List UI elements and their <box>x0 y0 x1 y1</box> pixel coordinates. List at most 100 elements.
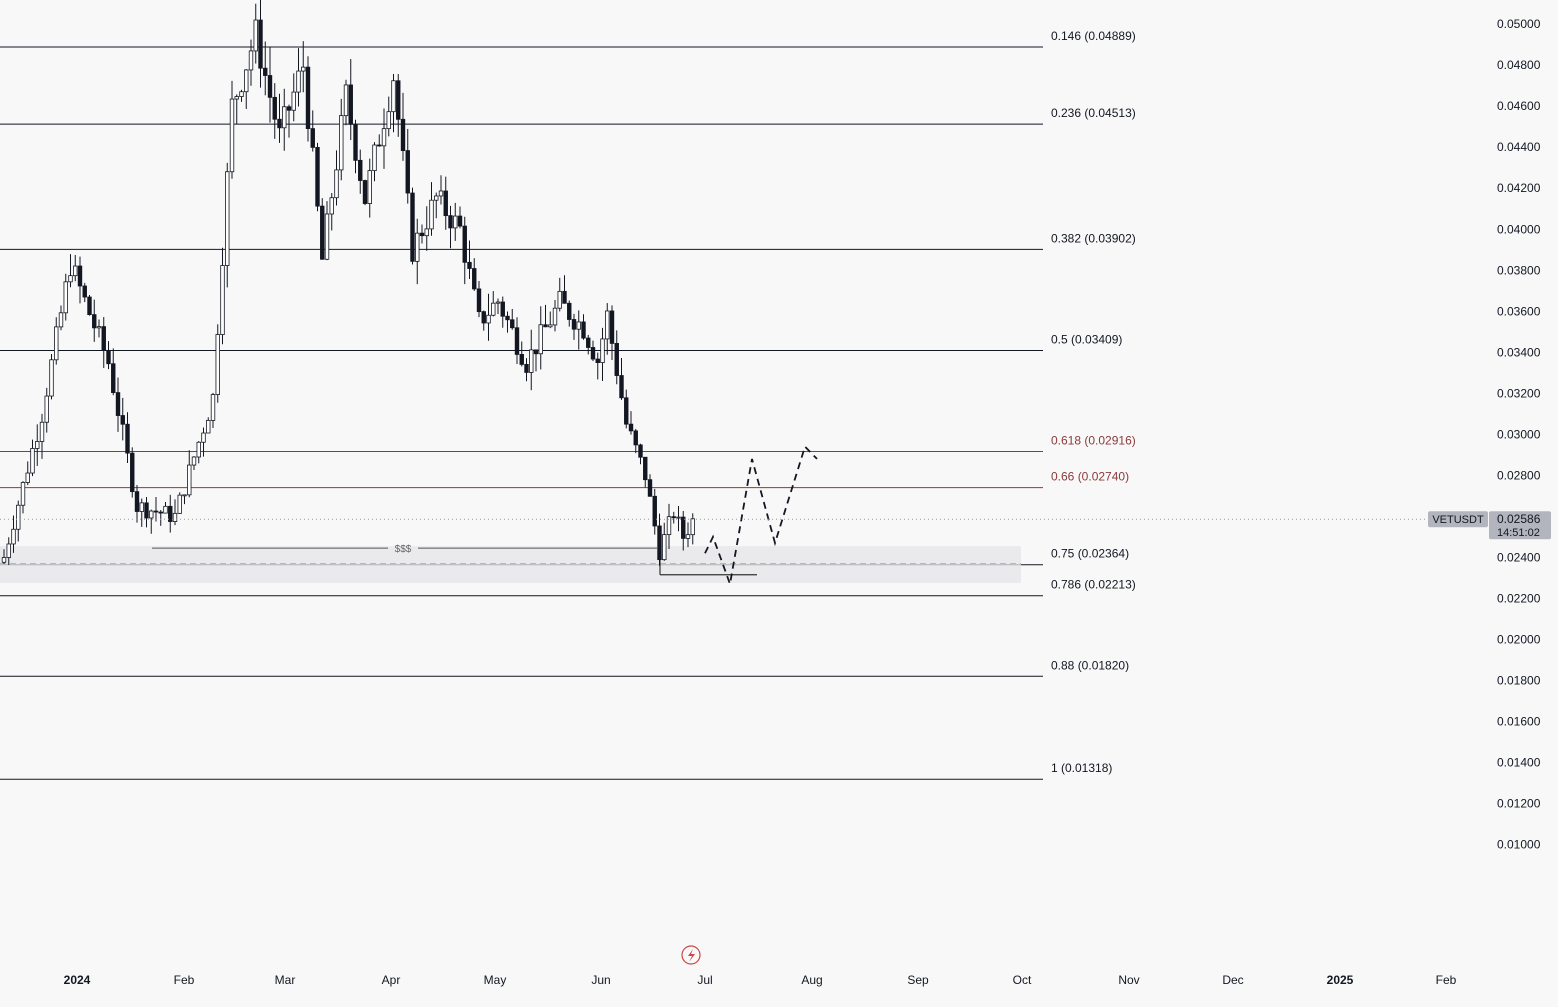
candle-body <box>666 516 672 536</box>
candle-body <box>310 128 315 148</box>
candle-body <box>495 301 501 304</box>
liquidity-zone: $$$ <box>0 544 1021 583</box>
fib-label: 0.5 (0.03409) <box>1051 332 1122 346</box>
candle-body <box>367 170 372 204</box>
y-tick-label: 0.04600 <box>1497 99 1541 113</box>
candle-body <box>6 543 11 558</box>
candle-body <box>500 301 505 317</box>
candle-body <box>343 84 349 117</box>
candle-body <box>49 359 54 397</box>
candle-body <box>505 315 510 321</box>
zone-rect <box>0 546 1021 583</box>
candle-body <box>581 321 586 339</box>
candle-body <box>391 80 396 113</box>
candle-body <box>676 516 681 519</box>
candle-body <box>320 205 325 260</box>
candle-body <box>624 397 629 425</box>
candle-body <box>225 171 230 266</box>
candle-body <box>628 423 634 432</box>
candle-body <box>557 290 562 309</box>
y-tick-label: 0.01200 <box>1497 796 1541 810</box>
candle-body <box>358 159 363 181</box>
y-tick-label: 0.03400 <box>1497 345 1541 359</box>
y-tick-label: 0.02200 <box>1497 591 1541 605</box>
candle-body <box>538 324 543 355</box>
y-tick-label: 0.02000 <box>1497 632 1541 646</box>
y-tick-label: 0.05000 <box>1497 17 1541 31</box>
candle-body <box>424 228 429 237</box>
y-tick-label: 0.01400 <box>1497 755 1541 769</box>
candle-body <box>524 364 529 373</box>
y-tick-label: 0.04800 <box>1497 58 1541 72</box>
candle-body <box>453 215 458 229</box>
x-tick-label: Mar <box>275 973 296 987</box>
y-tick-label: 0.04400 <box>1497 140 1541 154</box>
fib-label: 0.236 (0.04513) <box>1051 106 1136 120</box>
candle-body <box>410 192 415 262</box>
candle-body <box>562 290 567 304</box>
candle-body <box>92 314 97 329</box>
candle-body <box>87 296 92 316</box>
candle-body <box>253 19 258 52</box>
candle-body <box>158 511 163 514</box>
candle-body <box>172 512 178 522</box>
candle-body <box>429 199 434 230</box>
liquidity-label: $$$ <box>395 544 412 555</box>
x-tick-label: May <box>484 973 507 987</box>
candle-body <box>177 494 182 514</box>
candle-body <box>434 195 439 201</box>
price-axis[interactable]: 0.01000 0.01200 0.01400 0.01600 0.01800 0.020… <box>1497 0 1541 851</box>
y-tick-label: 0.03600 <box>1497 304 1541 318</box>
candle-body <box>96 326 102 329</box>
candle-body <box>690 518 695 536</box>
candle-body <box>196 441 201 458</box>
candle-body <box>419 232 425 237</box>
candle-body <box>372 144 377 172</box>
candle-body <box>481 311 486 324</box>
candle-body <box>552 307 558 326</box>
candle-body <box>329 197 334 215</box>
candle-body <box>324 213 330 260</box>
candle-body <box>16 504 21 530</box>
y-tick-label: 0.01600 <box>1497 714 1541 728</box>
candle-body <box>590 347 596 360</box>
candle-body <box>576 321 581 330</box>
candle-body <box>362 180 368 204</box>
fib-label: 0.75 (0.02364) <box>1051 547 1129 561</box>
candle-body <box>652 495 657 527</box>
candle-body <box>144 502 149 519</box>
time-axis[interactable]: 2024 Feb Mar Apr May Jun Jul Aug Sep Oct Nov Dec 202… <box>64 973 1457 987</box>
candle-body <box>1 557 7 563</box>
candle-body <box>272 96 277 120</box>
candle-body <box>415 232 420 262</box>
x-tick-label: Nov <box>1118 973 1139 987</box>
candle-body <box>467 261 472 269</box>
candle-body <box>296 70 301 93</box>
candle-body <box>305 66 311 129</box>
candle-body <box>134 491 140 512</box>
candle-body <box>334 169 339 199</box>
candle-body <box>182 494 187 497</box>
symbol-label: VETUSDT <box>1432 514 1484 526</box>
candle-body <box>25 472 30 483</box>
candle-body <box>529 349 534 373</box>
y-tick-label: 0.03800 <box>1497 263 1541 277</box>
y-tick-label: 0.02400 <box>1497 550 1541 564</box>
candle-body <box>600 338 605 364</box>
fib-label: 1 (0.01318) <box>1051 761 1112 775</box>
misc <box>681 945 701 965</box>
candle-body <box>514 327 520 355</box>
lightning-icon <box>681 945 701 965</box>
candle-body <box>191 456 197 466</box>
candle-body <box>282 106 287 129</box>
candle-body <box>586 337 591 348</box>
symbol-badge <box>1428 511 1488 528</box>
candle-body <box>210 394 216 421</box>
projection-path <box>704 444 818 588</box>
candle-body <box>671 516 676 519</box>
candle-body <box>68 275 73 283</box>
candle-body <box>685 534 691 539</box>
candle-body <box>206 419 211 434</box>
